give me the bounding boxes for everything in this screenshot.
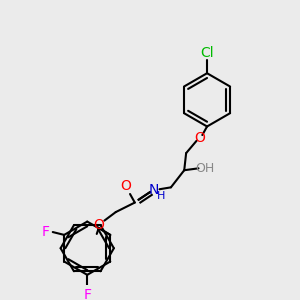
Text: O: O bbox=[93, 218, 104, 233]
Text: F: F bbox=[42, 225, 50, 239]
Text: O: O bbox=[194, 131, 205, 145]
Text: F: F bbox=[83, 288, 91, 300]
Text: N: N bbox=[148, 183, 159, 197]
Text: Cl: Cl bbox=[200, 46, 214, 60]
Text: H: H bbox=[157, 191, 166, 201]
Text: O: O bbox=[120, 179, 131, 194]
Text: OH: OH bbox=[196, 162, 215, 175]
